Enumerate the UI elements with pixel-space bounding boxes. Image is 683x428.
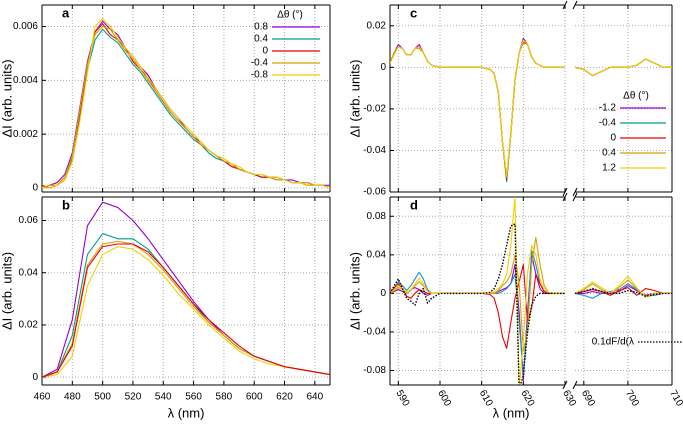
legend-label: 0.4 xyxy=(602,148,616,159)
legend-label: 1.2 xyxy=(602,163,616,174)
legend-label: 0.1dF/d(λ xyxy=(592,337,634,348)
x-tick-label: 540 xyxy=(155,392,172,403)
y-tick-label: 0.06 xyxy=(19,215,39,226)
plot-area xyxy=(390,37,672,183)
axis-frame xyxy=(42,4,330,193)
x-tick-label: 480 xyxy=(64,392,81,403)
x-tick-label: 600 xyxy=(435,388,453,408)
x-tick-label: 590 xyxy=(393,388,411,408)
x-axis-label: λ (nm) xyxy=(168,405,205,420)
plot-area xyxy=(42,201,330,378)
x-tick-label: 560 xyxy=(185,392,202,403)
legend-label: -0.4 xyxy=(251,58,269,69)
x-tick-label: 520 xyxy=(125,392,142,403)
y-tick-label: 0.04 xyxy=(19,267,39,278)
x-axis-label: λ (nm) xyxy=(493,405,530,420)
series-line xyxy=(42,23,330,189)
series-line xyxy=(42,243,330,378)
x-tick-label: 600 xyxy=(246,392,263,403)
series-line xyxy=(42,233,330,378)
x-tick-label: 710 xyxy=(667,388,683,408)
y-tick-label: 0 xyxy=(380,288,386,299)
y-axis-label: ΔI (arb. units) xyxy=(0,59,14,137)
axis-frame xyxy=(390,196,565,386)
x-tick-label: 620 xyxy=(276,392,293,403)
y-tick-label: 0.006 xyxy=(13,21,38,32)
legend-label: -0.4 xyxy=(599,118,617,129)
legend-label: -1.2 xyxy=(599,103,617,114)
x-tick-label: 460 xyxy=(34,392,51,403)
legend-label: -0.8 xyxy=(251,70,269,81)
y-tick-label: -0.04 xyxy=(363,145,386,156)
axis-frame xyxy=(575,196,672,386)
plot-area xyxy=(390,197,672,385)
y-tick-label: -0.06 xyxy=(363,187,386,198)
y-tick-label: -0.02 xyxy=(363,104,386,115)
panel-label: a xyxy=(62,5,70,20)
y-axis-label: ΔI (arb. units) xyxy=(347,252,362,330)
y-tick-label: 0.04 xyxy=(367,249,387,260)
series-line xyxy=(42,240,330,378)
x-tick-label: 690 xyxy=(579,388,597,408)
legend-title: Δθ (°) xyxy=(623,91,649,102)
x-tick-label: 700 xyxy=(623,388,641,408)
axis-break xyxy=(562,380,578,390)
y-tick-label: 0 xyxy=(380,62,386,73)
series-line xyxy=(390,197,672,385)
x-tick-label: 500 xyxy=(94,392,111,403)
panel-label: c xyxy=(410,5,417,20)
y-tick-label: 0 xyxy=(32,372,38,383)
x-tick-label: 630 xyxy=(560,388,578,408)
panel-label: d xyxy=(410,197,418,212)
legend-title: Δθ (°) xyxy=(277,10,303,21)
series-line xyxy=(42,28,330,189)
axis-break xyxy=(562,187,578,197)
axis-frame xyxy=(575,4,672,193)
x-tick-label: 580 xyxy=(216,392,233,403)
y-axis-label: ΔI (arb. units) xyxy=(0,252,14,330)
y-tick-label: 0.08 xyxy=(367,211,387,222)
series-line xyxy=(390,39,672,176)
legend-label: 0.8 xyxy=(254,22,268,33)
y-tick-label: -0.04 xyxy=(363,327,386,338)
y-tick-label: 0.02 xyxy=(367,20,387,31)
axis-break xyxy=(562,192,578,202)
axis-break xyxy=(562,0,578,10)
panel-label: b xyxy=(62,197,70,212)
axis-frame xyxy=(42,196,330,386)
series-line xyxy=(390,41,672,181)
legend-label: 0.4 xyxy=(254,34,268,45)
plot-area xyxy=(42,17,330,189)
series-line xyxy=(42,201,330,378)
series-line xyxy=(390,223,672,385)
y-axis-label: ΔI (arb. units) xyxy=(347,59,362,137)
x-tick-label: 640 xyxy=(306,392,323,403)
legend-label: 0 xyxy=(262,46,268,57)
axis-frame xyxy=(390,4,565,193)
y-tick-label: 0.002 xyxy=(13,129,38,140)
y-tick-label: 0.004 xyxy=(13,75,38,86)
series-line xyxy=(42,20,330,189)
y-tick-label: 0 xyxy=(32,183,38,194)
series-line xyxy=(42,17,330,189)
series-line xyxy=(390,39,672,183)
legend-label: 0 xyxy=(610,133,616,144)
y-tick-label: -0.08 xyxy=(363,365,386,376)
y-tick-label: 0.02 xyxy=(19,320,39,331)
